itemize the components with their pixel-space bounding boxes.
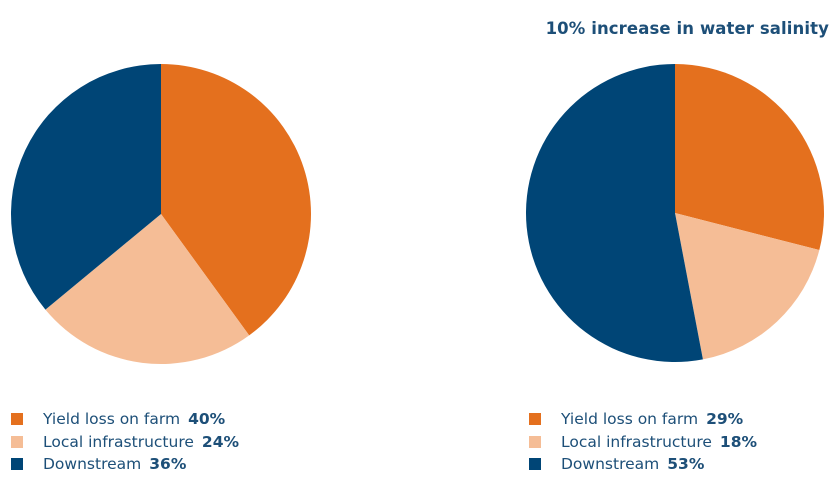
legend-item: Downstream 36%	[11, 453, 239, 476]
legend-item: Downstream 53%	[529, 453, 757, 476]
legend-value: 53%	[667, 455, 705, 474]
legend-item: Yield loss on farm 40%	[11, 408, 239, 431]
pie-chart-svg	[525, 63, 824, 362]
pie-slice-yield-loss-on-farm	[675, 64, 824, 251]
legend-value: 18%	[719, 432, 758, 451]
legend-label: Downstream	[561, 455, 660, 474]
chart-legend: Yield loss on farm 29% Local infrastruct…	[529, 408, 757, 476]
legend-label: Yield loss on farm	[43, 410, 181, 429]
pie-slice-local-infrastructure	[675, 213, 820, 360]
legend-value: 29%	[706, 410, 744, 429]
legend-value: 40%	[188, 410, 226, 429]
legend-label: Yield loss on farm	[561, 410, 699, 429]
pie-slice-yield-loss-on-farm	[161, 64, 311, 336]
pie-slice-local-infrastructure	[45, 214, 250, 364]
legend-item: Local infrastructure 24%	[11, 431, 239, 454]
pie-slice-downstream	[10, 64, 161, 310]
legend-value: 24%	[201, 432, 240, 451]
legend-swatch	[529, 435, 541, 448]
legend-label: Local infrastructure	[561, 432, 712, 451]
legend-item: Local infrastructure 18%	[529, 431, 757, 454]
legend-item: Yield loss on farm 29%	[529, 408, 757, 431]
legend-label: Downstream	[43, 455, 142, 474]
legend-swatch	[529, 458, 541, 471]
legend-swatch	[11, 435, 23, 448]
legend-swatch	[11, 413, 23, 426]
legend-swatch	[11, 458, 23, 471]
chart-legend: Yield loss on farm 40% Local infrastruct…	[11, 408, 239, 476]
legend-value: 36%	[149, 455, 187, 474]
chart-title: 10% increase in water salinity	[545, 19, 829, 38]
legend-swatch	[529, 413, 541, 426]
pie-chart-salinity: 10% increase in water salinity Yield los…	[460, 0, 831, 483]
pie-chart-baseline: Yield loss on farm 40% Local infrastruct…	[0, 0, 400, 483]
pie-chart-svg	[10, 64, 311, 364]
pie-slice-downstream	[525, 63, 703, 362]
legend-label: Local infrastructure	[43, 432, 194, 451]
